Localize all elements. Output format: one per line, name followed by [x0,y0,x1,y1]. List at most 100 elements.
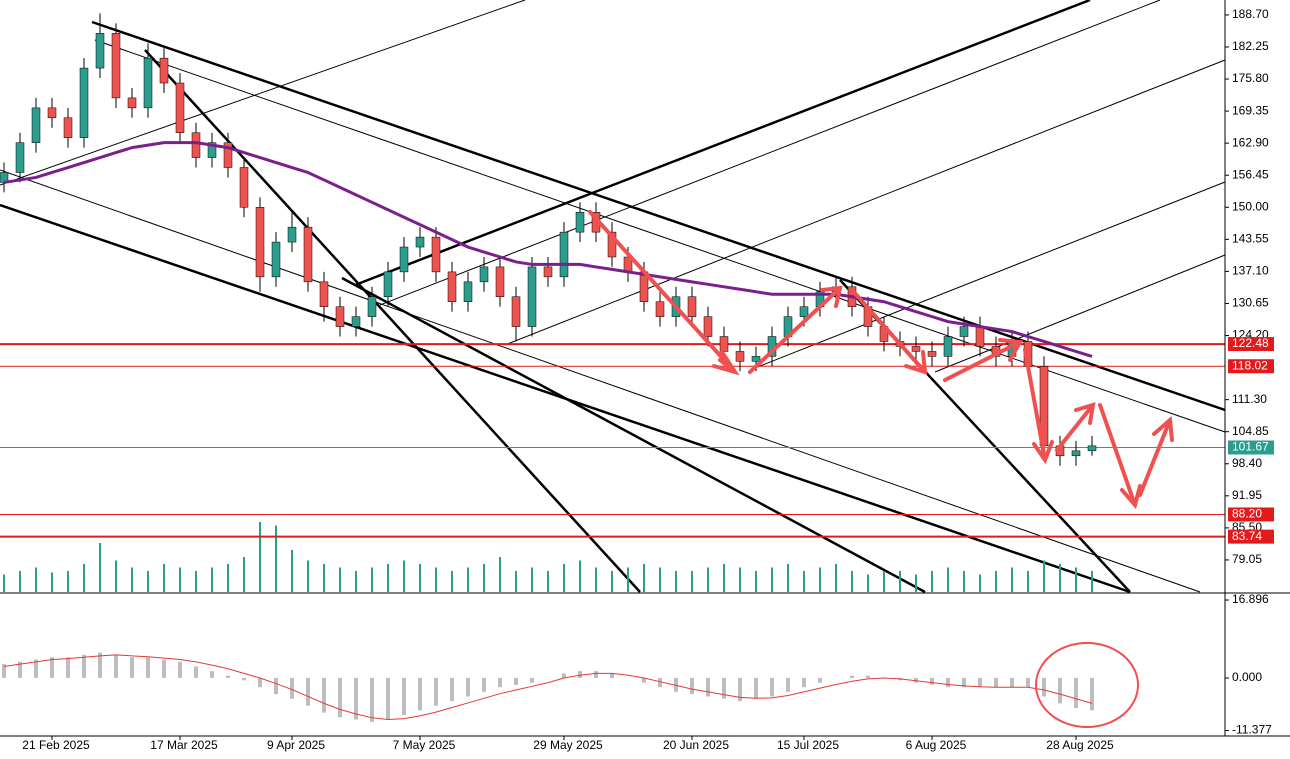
indicator-tick-label: 16.896 [1232,592,1269,606]
candle-body [367,296,377,317]
volume-bar [403,560,405,592]
candle-body [511,296,521,327]
y-tick-label: 137.10 [1232,264,1269,278]
arrow-head [1152,415,1174,442]
histogram-bar [690,678,694,695]
volume-bar [595,567,597,592]
histogram-bar [306,678,310,706]
trendline [0,0,526,186]
y-tick-label: 91.95 [1232,488,1262,502]
candle-body [735,351,745,362]
volume-bar [691,571,693,592]
trendline [0,169,1201,593]
candle-body [1087,445,1097,452]
volume-bar [611,571,613,592]
x-tick-label: 6 Aug 2025 [906,738,967,752]
candle-body [1071,450,1081,457]
candle-body [191,132,201,158]
volume-bar [339,567,341,592]
volume-bar [819,567,821,592]
level-label: 83.74 [1232,529,1262,543]
y-tick-label: 150.00 [1232,199,1269,213]
candle-body [911,346,921,352]
histogram-bar [146,657,150,678]
plot-area [0,13,1225,722]
candle-body [495,266,505,297]
volume-bar [147,571,149,592]
trendline [934,254,1226,373]
level-label: 88.20 [1232,507,1262,521]
volume-bar [883,571,885,592]
candle-body [383,271,393,297]
histogram-bar [130,657,134,678]
candle-body [543,266,553,278]
histogram-bar [258,678,262,688]
volume-bar [851,571,853,592]
candle-body [447,271,457,302]
histogram-bar [418,678,422,711]
signal-line [3,654,1093,721]
histogram-bar [1074,678,1078,708]
histogram-bar [754,678,758,699]
histogram-bar [50,657,54,678]
candle-body [751,356,761,362]
volume-bar [211,567,213,592]
histogram-bar [242,678,246,681]
candle-body [111,33,121,99]
histogram-bar [722,678,726,699]
y-tick-label: 111.30 [1232,392,1267,406]
frame [0,0,1290,737]
volume-bar [99,543,101,592]
arrow-head [712,350,740,376]
candle-body [63,117,73,138]
volume-bar [451,571,453,592]
volume-bar [227,564,229,592]
histogram-bar [466,678,470,697]
volume-bar [755,571,757,592]
histogram-bar [34,659,38,678]
candle-body [287,226,297,243]
candle-body [271,241,281,278]
level-label-box [1228,440,1274,455]
volume-bar [995,571,997,592]
histogram-bar [402,678,406,715]
volume-bar [179,567,181,592]
volume-bar [419,564,421,592]
histogram-bar [290,678,294,699]
histogram-bar [322,678,326,713]
histogram-bar [1042,678,1046,697]
y-tick-label: 188.70 [1232,7,1269,21]
level-label: 101.67 [1232,440,1269,454]
histogram-bar [2,664,6,678]
histogram-bar [386,678,390,720]
candle-body [575,211,585,233]
histogram-bar [850,675,854,678]
volume-bar [115,560,117,592]
histogram-bar [610,673,614,678]
candle-body [127,97,137,109]
candle-body [95,33,105,69]
y-tick-label: 169.35 [1232,103,1269,117]
volume-bar [499,557,501,592]
level-label-box [1228,507,1274,522]
y-tick-label: 162.90 [1232,135,1269,149]
histogram-bar [66,657,70,678]
arrow [1055,403,1095,452]
histogram-bar [514,678,518,685]
y-tick-label: 143.55 [1232,232,1269,246]
volume-bar [1011,567,1013,592]
histogram-bar [962,678,966,688]
candle-body [559,231,569,278]
volume-bar [579,560,581,592]
volume-bar [723,564,725,592]
x-tick-label: 9 Apr 2025 [267,738,325,752]
candle-body [527,266,537,327]
histogram-bar [530,678,534,683]
histogram-bar [1010,678,1014,688]
trendline [91,20,1226,412]
histogram-bar [226,675,230,678]
x-tick-label: 20 Jun 2025 [663,738,729,752]
arrow [1138,418,1172,497]
arrow [943,340,1022,382]
candle-body [927,351,937,357]
